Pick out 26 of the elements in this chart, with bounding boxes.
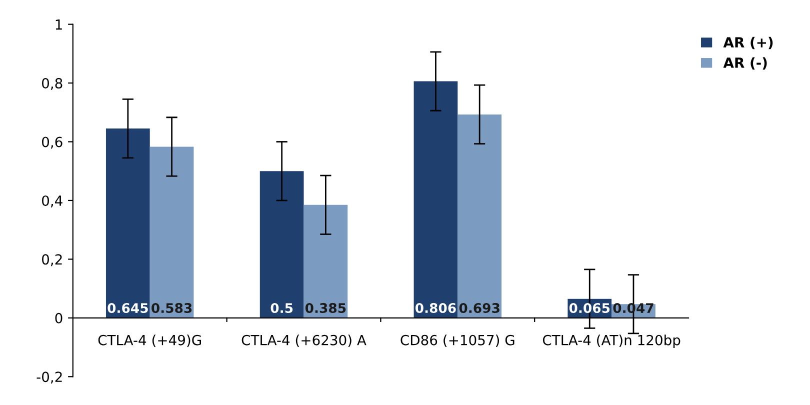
bar [414, 81, 458, 318]
data-label: 0.385 [305, 303, 346, 314]
y-tick-label: 0 [55, 312, 62, 324]
x-tick-label: CTLA-4 (+6230) A [242, 334, 366, 347]
x-tick-label: CD86 (+1057) G [400, 334, 514, 347]
bar [260, 171, 304, 318]
y-tick-label: 0,4 [42, 195, 62, 208]
data-label: 0.5 [270, 303, 293, 314]
data-label: 0.693 [459, 303, 500, 314]
data-label: 0.583 [152, 303, 192, 314]
data-label: 0.065 [569, 303, 610, 314]
legend-label: AR (-) [723, 57, 767, 70]
y-tick-label: 0,8 [42, 78, 62, 90]
bar [150, 146, 194, 318]
data-label: 0.645 [108, 303, 148, 314]
y-tick-label: 1 [56, 19, 62, 30]
bar [458, 114, 502, 318]
legend-label: AR (+) [723, 36, 773, 50]
x-tick-label: CTLA-4 (AT)n 120bp [542, 334, 680, 348]
y-tick-label: 0,2 [42, 254, 62, 266]
bar [304, 204, 348, 318]
data-label: 0.806 [415, 303, 456, 314]
bar [106, 128, 150, 318]
y-tick-label: 0,6 [42, 136, 62, 149]
y-tick-label: -0,2 [36, 372, 62, 384]
x-tick-label: CTLA-4 (+49)G [98, 334, 202, 347]
